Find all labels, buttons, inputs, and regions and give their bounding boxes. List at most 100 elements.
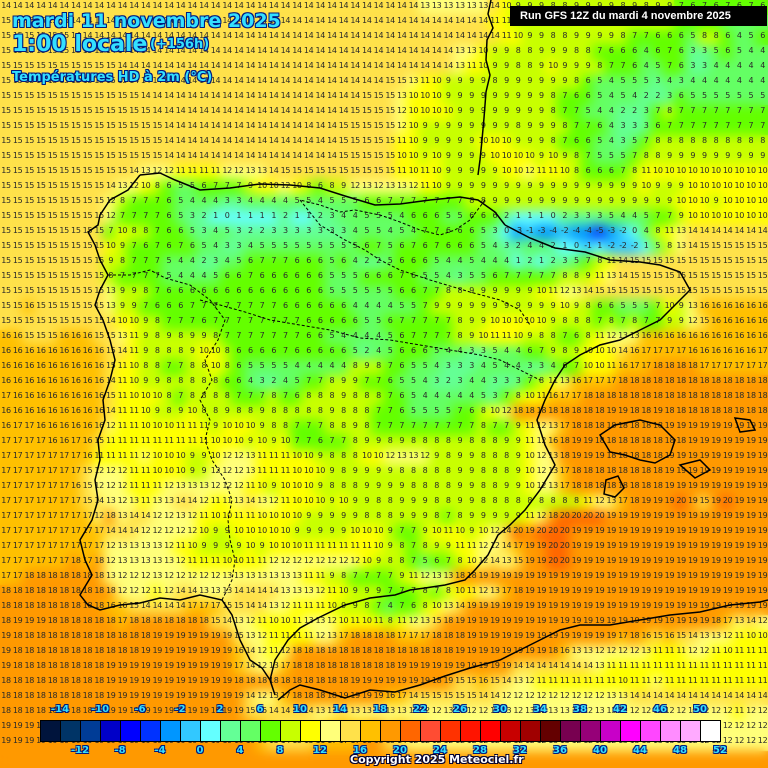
temperature-value: 5 bbox=[259, 241, 265, 250]
temperature-value: 10 bbox=[757, 631, 768, 640]
temperature-value: 19 bbox=[606, 586, 617, 595]
temperature-value: 6 bbox=[282, 271, 288, 280]
temperature-value: 9 bbox=[387, 526, 393, 535]
temperature-value: 18 bbox=[82, 601, 93, 610]
temperature-value: 19 bbox=[594, 571, 605, 580]
temperature-value: 19 bbox=[757, 421, 768, 430]
temperature-value: 13 bbox=[548, 421, 558, 430]
temperature-value: 18 bbox=[711, 376, 721, 385]
temperature-value: 7 bbox=[410, 526, 416, 535]
temperature-value: 4 bbox=[189, 256, 195, 265]
temperature-value: 17 bbox=[24, 526, 35, 535]
temperature-value: 9 bbox=[469, 136, 474, 145]
temperature-value: 6 bbox=[399, 346, 405, 355]
temperature-value: 18 bbox=[315, 661, 326, 670]
temperature-value: 12 bbox=[257, 631, 267, 640]
temperature-value: 8 bbox=[480, 436, 486, 445]
temperature-value: 15 bbox=[36, 271, 46, 280]
temperature-value: 19 bbox=[653, 526, 663, 535]
temperature-value: 14 bbox=[234, 136, 244, 145]
temperature-value: 15 bbox=[94, 316, 104, 325]
temperature-value: 19 bbox=[1, 736, 11, 745]
temperature-value: 6 bbox=[189, 241, 195, 250]
temperature-value: 10 bbox=[292, 496, 302, 505]
temperature-value: 18 bbox=[327, 661, 337, 670]
temperature-value: 10 bbox=[525, 151, 535, 160]
temperature-value: 19 bbox=[548, 616, 558, 625]
temperature-value: 8 bbox=[504, 466, 509, 475]
temperature-value: 19 bbox=[722, 481, 733, 490]
temperature-value: 8 bbox=[399, 541, 405, 550]
temperature-value: 17 bbox=[513, 541, 523, 550]
temperature-value: 11 bbox=[257, 616, 267, 625]
temperature-value: 9 bbox=[457, 181, 463, 190]
temperature-value: 9 bbox=[387, 541, 393, 550]
temperature-value: 18 bbox=[94, 556, 104, 565]
temperature-value: 9 bbox=[573, 31, 579, 40]
temperature-value: 18 bbox=[583, 466, 593, 475]
temperature-value: 17 bbox=[24, 541, 35, 550]
temperature-value: 19 bbox=[536, 571, 547, 580]
temperature-value: 19 bbox=[466, 631, 477, 640]
temperature-value: 14 bbox=[292, 31, 302, 40]
temperature-value: 9 bbox=[713, 196, 719, 205]
temperature-value: 14 bbox=[396, 1, 407, 10]
temperature-value: 15 bbox=[466, 676, 477, 685]
temperature-value: 10 bbox=[234, 421, 244, 430]
temperature-value: 17 bbox=[36, 541, 46, 550]
temperature-value: 9 bbox=[492, 61, 498, 70]
temperature-value: 16 bbox=[1, 421, 11, 430]
temperature-value: 19 bbox=[536, 586, 547, 595]
temperature-value: 12 bbox=[583, 706, 593, 715]
temperature-value: 7 bbox=[224, 331, 230, 340]
temperature-value: 11 bbox=[327, 541, 337, 550]
temperature-value: 7 bbox=[143, 301, 149, 310]
temperature-value: 8 bbox=[515, 46, 521, 55]
temperature-value: 3 bbox=[457, 376, 463, 385]
temperature-value: 19 bbox=[36, 616, 46, 625]
temperature-value: 8 bbox=[515, 61, 521, 70]
temperature-value: 10 bbox=[245, 421, 256, 430]
temperature-value: 17 bbox=[559, 391, 570, 400]
temperature-value: 8 bbox=[178, 331, 183, 340]
temperature-value: 10 bbox=[315, 496, 326, 505]
temperature-value: 14 bbox=[140, 76, 151, 85]
temperature-value: 7 bbox=[259, 301, 265, 310]
temperature-value: 10 bbox=[746, 166, 756, 175]
temperature-value: 8 bbox=[143, 361, 149, 370]
temperature-value: 14 bbox=[292, 1, 302, 10]
temperature-value: 16 bbox=[12, 391, 23, 400]
temperature-value: 19 bbox=[653, 511, 663, 520]
temperature-value: 18 bbox=[757, 406, 768, 415]
temperature-value: 14 bbox=[327, 136, 337, 145]
temperature-value: 4 bbox=[282, 376, 288, 385]
temperature-value: 11 bbox=[199, 421, 209, 430]
temperature-value: 18 bbox=[687, 391, 698, 400]
temperature-value: 9 bbox=[469, 331, 474, 340]
temperature-value: 15 bbox=[105, 76, 116, 85]
temperature-value: 13 bbox=[280, 586, 291, 595]
temperature-value: 15 bbox=[105, 151, 116, 160]
temperature-value: 14 bbox=[105, 526, 116, 535]
temperature-value: 11 bbox=[525, 421, 535, 430]
temperature-value: 10 bbox=[210, 436, 221, 445]
temperature-value: 5 bbox=[410, 301, 416, 310]
temperature-value: 6 bbox=[341, 301, 346, 310]
temperature-value: 4 bbox=[736, 31, 742, 40]
temperature-value: 16 bbox=[24, 406, 35, 415]
temperature-value: 18 bbox=[12, 601, 23, 610]
temperature-value: 9 bbox=[492, 286, 498, 295]
temperature-value: 15 bbox=[82, 91, 93, 100]
temperature-value: 12 bbox=[129, 571, 139, 580]
temperature-value: 8 bbox=[154, 316, 160, 325]
temperature-value: 6 bbox=[376, 196, 381, 205]
temperature-value: 13 bbox=[606, 271, 617, 280]
temperature-value: 19 bbox=[618, 511, 628, 520]
temperature-value: 19 bbox=[571, 571, 582, 580]
temperature-value: 12 bbox=[245, 616, 256, 625]
temperature-value: 8 bbox=[504, 496, 509, 505]
temperature-value: 15 bbox=[59, 91, 69, 100]
temperature-value: 19 bbox=[664, 601, 675, 610]
temperature-value: 15 bbox=[36, 136, 46, 145]
temperature-value: 19 bbox=[606, 616, 617, 625]
